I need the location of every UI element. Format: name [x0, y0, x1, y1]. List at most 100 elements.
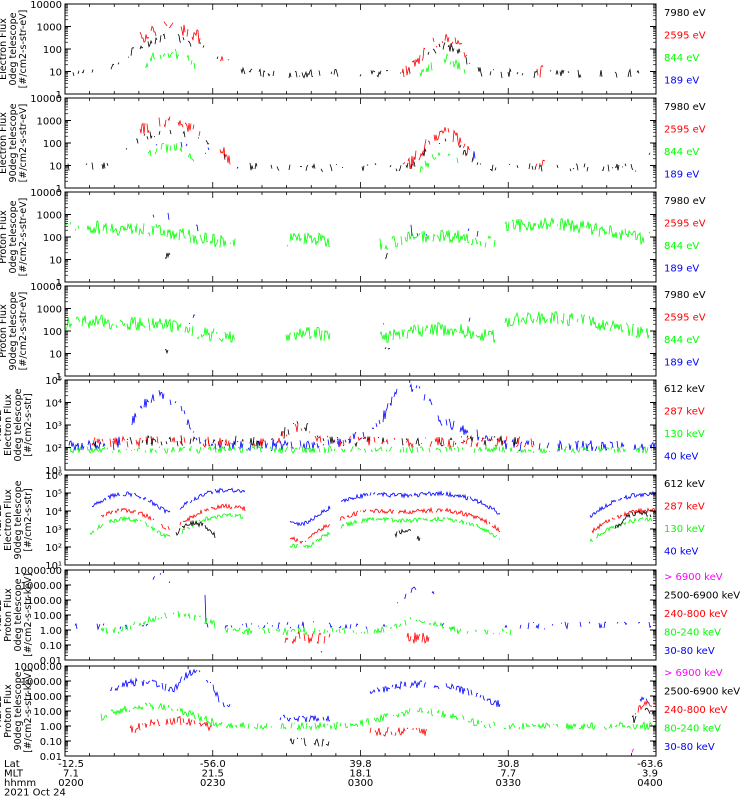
y-axis-title-line: [#/cm2-s-str-eV] — [18, 10, 29, 89]
y-tick-label: 10⁴ — [45, 507, 62, 518]
trace-p1-black — [72, 33, 640, 79]
legend-entry: > 6900 keV — [664, 572, 723, 583]
trace-p3-black — [164, 252, 389, 259]
y-tick-label: 1.00 — [40, 626, 62, 637]
trace-p8-red — [129, 699, 656, 737]
legend-entry: 7980 eV — [664, 102, 706, 113]
y-tick-label: 10.00 — [33, 707, 62, 718]
x-tick-mlt: 7.1 — [63, 769, 79, 780]
y-tick-label: 10³ — [45, 421, 62, 432]
y-tick-label: 10000 — [30, 94, 62, 105]
x-tick-mlt: 7.7 — [500, 769, 516, 780]
legend-entry: 189 eV — [664, 358, 699, 369]
y-tick-label: 1 — [56, 90, 62, 101]
y-tick-label: 10² — [45, 543, 62, 554]
y-axis-title-line: Proton Flux — [0, 304, 9, 358]
y-axis-title-line: 90deg telescope — [13, 480, 24, 559]
y-tick-label: 0.10 — [40, 641, 62, 652]
y-axis-title-line: [#/cm2-s-str-eV] — [18, 104, 29, 183]
legend-entry: 612 keV — [664, 479, 705, 490]
y-axis-title-line: Proton Flux — [3, 588, 14, 642]
legend-entry: 844 eV — [664, 241, 699, 252]
y-axis-title-line: MEPED — [0, 408, 4, 441]
legend-entry: 7980 eV — [664, 196, 706, 207]
flux-traces — [66, 22, 655, 753]
trace-p5-blue — [68, 383, 656, 452]
legend-entry: 189 eV — [664, 264, 699, 275]
y-axis-title-line: MEPED — [0, 598, 4, 631]
legend-entry: 844 eV — [664, 335, 699, 346]
trace-p7-blue — [75, 573, 654, 629]
trace-p6-black — [176, 511, 653, 541]
y-axis-title-line: Electron Flux — [0, 18, 9, 80]
x-tick-lat: -63.6 — [637, 759, 663, 770]
trace-p1-green — [144, 48, 466, 77]
y-axis-title-line: 0deg telescope — [8, 200, 19, 273]
y-tick-label: 100 — [43, 45, 62, 56]
y-axis-title-line: 0deg telescope — [8, 12, 19, 85]
panel-7-frame — [64, 569, 657, 661]
legend-entry: 80-240 keV — [664, 724, 721, 735]
y-tick-label: 1 — [56, 278, 62, 289]
panel-6-frame — [64, 474, 657, 566]
trace-p1-red — [140, 22, 545, 78]
y-axis-title-line: Electron Flux — [3, 394, 14, 456]
trace-p8-black — [289, 707, 655, 747]
legend-entry: 240-800 keV — [664, 705, 728, 716]
y-axis-title-line: [#/cm2-s-str-eV] — [18, 198, 29, 277]
legend-entry: 130 keV — [664, 429, 705, 440]
y-axis-title: Proton Flux 90deg telescope [#/cm2-s-str-e… — [0, 291, 29, 370]
y-axis-title-line: 0deg telescope — [13, 388, 24, 461]
legend-entry: 844 eV — [664, 147, 699, 158]
trace-p5-black — [92, 421, 520, 446]
y-tick-label: 1000 — [37, 305, 62, 316]
y-tick-label: 1000 — [37, 117, 62, 128]
legend-entry: 612 keV — [664, 384, 705, 395]
x-row-label: Lat — [4, 759, 20, 770]
panel-3-frame — [64, 191, 657, 283]
trace-p4-green — [65, 311, 650, 343]
y-tick-label: 1 — [56, 372, 62, 383]
y-axis-title: Proton Flux 0deg telescope [#/cm2-s-str-eV… — [0, 198, 29, 277]
x-tick-hhmm: 0330 — [496, 778, 521, 789]
trace-p8-green — [100, 702, 656, 731]
trace-p3-blue — [153, 213, 641, 237]
y-tick-label: 100 — [43, 139, 62, 150]
x-row-label: MLT — [4, 769, 24, 780]
y-tick-label: 0.01 — [40, 656, 62, 667]
trace-p2-blue — [156, 142, 654, 160]
x-row-label: hhmm — [4, 778, 36, 789]
legend-entry: 7980 eV — [664, 290, 706, 301]
y-tick-label: 10000 — [30, 188, 62, 199]
y-tick-label: 0.10 — [40, 737, 62, 748]
y-tick-label: 1000 — [37, 211, 62, 222]
legend-entry: 80-240 keV — [664, 628, 721, 639]
y-axis-title: MEPED Electron Flux 0deg telescope [#/cm2-s… — [0, 388, 34, 461]
legend-entry: 189 eV — [664, 170, 699, 181]
legend-entry: 2595 eV — [664, 219, 706, 230]
panel-5-frame — [64, 379, 657, 471]
y-tick-label: 10⁴ — [45, 399, 62, 410]
trace-p3-green — [65, 216, 651, 250]
y-axis-title-line: [#/cm2-s-str-eV] — [18, 292, 29, 371]
y-tick-label: 10⁵ — [45, 376, 62, 387]
x-tick-hhmm: 0300 — [348, 778, 373, 789]
y-tick-label: 10⁵ — [45, 489, 62, 500]
legend-entry: 844 eV — [664, 53, 699, 64]
x-tick-lat: 39.8 — [349, 759, 371, 770]
legend-entry: > 6900 keV — [664, 668, 723, 679]
y-axis-title-line: [#/cm2-s-str-keV] — [23, 669, 34, 753]
legend-entry: 40 keV — [664, 547, 698, 558]
y-tick-label: 100 — [43, 233, 62, 244]
x-tick-lat: 30.8 — [497, 759, 519, 770]
y-tick-label: 1000 — [37, 23, 62, 34]
panel-frames — [64, 3, 657, 757]
y-axis-title: MEPED Electron Flux 90deg telescope [#/cm2-… — [0, 480, 34, 559]
y-tick-label: 1000.00 — [21, 677, 62, 688]
y-axis-title: MEPED Proton Flux 90deg telescope [#/cm2-s-… — [0, 669, 34, 753]
y-tick-label: 100.00 — [27, 692, 62, 703]
x-tick-hhmm: 0230 — [200, 778, 225, 789]
trace-p6-red — [100, 503, 656, 544]
